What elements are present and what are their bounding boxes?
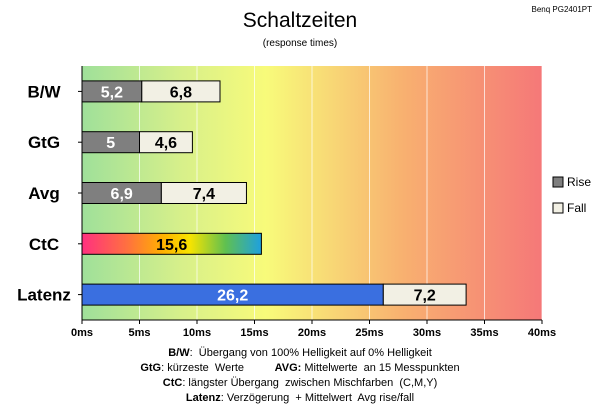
note-text: : Übergang von 100% Helligkeit auf 0% He… [189, 347, 432, 359]
x-tick-label: 15ms [240, 327, 268, 339]
legend: Rise Fall [552, 175, 591, 215]
note-text: CtC [162, 377, 183, 389]
category-labels: B/W GtG Avg CtC Latenz [17, 82, 82, 305]
bar-label-fall: 7,2 [414, 288, 436, 305]
bar-label-rise: 26,2 [217, 288, 248, 305]
bar-label-fall: 4,6 [155, 135, 177, 152]
note-text: : kürzeste Werte [161, 362, 275, 374]
legend-label: Rise [567, 175, 591, 189]
note-text: B/W [168, 347, 190, 359]
legend-label: Fall [567, 201, 586, 215]
chart-title: Schaltzeiten [243, 9, 357, 32]
bar-label-rise: 5 [106, 135, 115, 152]
x-tick-label: 25ms [355, 327, 383, 339]
category-label: GtG [28, 133, 60, 152]
note-text: : längster Übergang zwischen Mischfarben… [182, 377, 438, 389]
legend-swatch [552, 202, 564, 214]
bars [81, 80, 467, 306]
note-line: CtC: längster Übergang zwischen Mischfar… [0, 376, 600, 391]
note-text: AVG: [274, 362, 302, 374]
note-text: : Verzögerung + Mittelwert Avg rise/fall [220, 392, 415, 404]
bar-fall-latenz [382, 283, 467, 306]
x-tick-labels: 0ms 5ms 10ms 15ms 20ms 25ms 30ms 35ms 40ms [71, 327, 556, 339]
x-tick-label: 20ms [298, 327, 326, 339]
note-line: Latenz: Verzögerung + Mittelwert Avg ris… [0, 391, 600, 406]
bar-label-rise: 15,6 [156, 237, 187, 254]
category-label: CtC [29, 235, 59, 254]
category-label: Avg [28, 184, 60, 203]
x-tick-label: 10ms [183, 327, 211, 339]
bar-label-fall: 6,8 [170, 84, 192, 101]
chart-subtitle: (response times) [263, 38, 337, 49]
x-tick-label: 5ms [128, 327, 150, 339]
note-line: GtG: kürzeste Werte AVG: Mittelwerte an … [0, 361, 600, 376]
category-label: Latenz [17, 286, 71, 305]
legend-swatch [552, 176, 564, 188]
notes: B/W: Übergang von 100% Helligkeit auf 0%… [0, 346, 600, 406]
x-tick-label: 35ms [470, 327, 498, 339]
corner-label: Benq PG2401PT [532, 5, 593, 14]
bar-label-fall: 7,4 [193, 186, 215, 203]
bar-fall-bw [141, 80, 221, 103]
bar-fall-avg [160, 182, 247, 204]
bar-label-rise: 6,9 [111, 186, 133, 203]
x-tick-label: 30ms [413, 327, 441, 339]
note-text: GtG [140, 362, 162, 374]
bar-fall-gtg [139, 131, 193, 154]
bar-value-labels: 5,2 6,8 5 4,6 6,9 7,4 15,6 26,2 7,2 [101, 84, 436, 304]
note-text: Latenz [185, 392, 221, 404]
x-tick-label: 0ms [71, 327, 93, 339]
category-label: B/W [27, 82, 61, 101]
note-text: Mittelwerte an 15 Messpunkten [301, 362, 460, 374]
bar-label-rise: 5,2 [101, 84, 123, 101]
response-time-chart: Schaltzeiten (response times) Benq PG240… [17, 5, 593, 339]
note-line: B/W: Übergang von 100% Helligkeit auf 0%… [0, 346, 600, 361]
x-tick-label: 40ms [528, 327, 556, 339]
